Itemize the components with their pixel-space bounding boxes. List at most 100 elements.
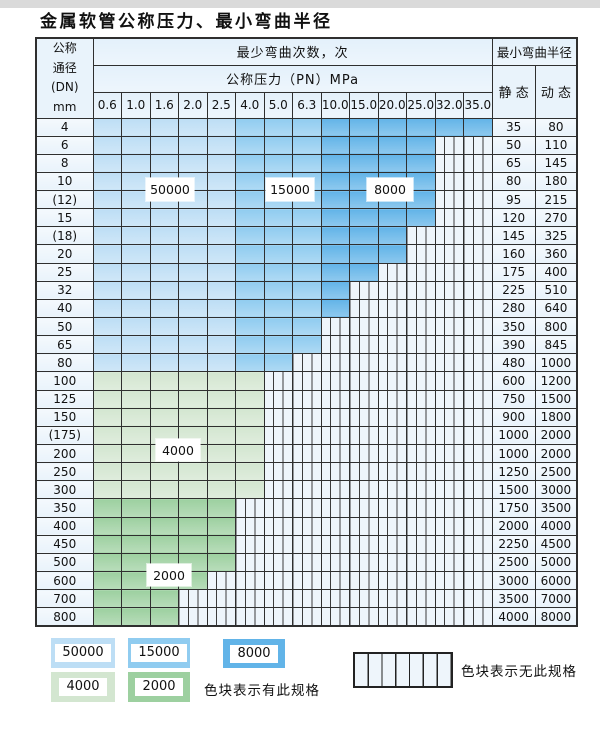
static-radius-cell: 50 xyxy=(491,135,536,155)
spec-cell-unavailable xyxy=(463,444,493,464)
header-row-3: 0.6 1.0 1.6 2.0 2.5 4.0 5.0 6.3 10.0 15.0 20.0 25.0… xyxy=(36,91,577,119)
spec-cell-available xyxy=(349,226,379,246)
dynamic-radius-cell: 8000 xyxy=(534,607,578,627)
dn-cell: 32 xyxy=(35,280,94,300)
spec-cell-unavailable xyxy=(320,498,350,518)
spec-cell-unavailable xyxy=(406,226,436,246)
spec-cell-unavailable xyxy=(377,317,407,337)
dn-cell: 65 xyxy=(35,335,94,355)
spec-cell-available xyxy=(178,298,208,319)
spec-cell-available xyxy=(92,462,122,482)
spec-cell-available xyxy=(149,371,179,391)
spec-cell-unavailable xyxy=(320,589,350,609)
scan-top-strip xyxy=(0,0,600,8)
spec-cell-unavailable xyxy=(292,425,322,446)
spec-cell-available xyxy=(292,317,322,337)
spec-cell-available xyxy=(206,552,236,573)
dn-cell: 40 xyxy=(35,298,94,319)
spec-cell-unavailable xyxy=(434,153,464,173)
spec-cell-available xyxy=(178,317,208,337)
spec-cell-unavailable xyxy=(320,571,350,591)
static-radius-cell: 35 xyxy=(491,117,536,137)
spec-cell-available xyxy=(121,498,151,518)
table-row-dn-40: 40 280 640 xyxy=(35,298,578,319)
spec-cell-unavailable xyxy=(320,389,350,409)
spec-cell-available xyxy=(178,462,208,482)
spec-cell-available xyxy=(149,534,179,554)
spec-cell-available xyxy=(178,480,208,500)
spec-cell-available xyxy=(149,498,179,518)
spec-cell-available xyxy=(92,317,122,337)
spec-cell-unavailable xyxy=(263,462,293,482)
spec-table: 公称 通径 (DN) mm 最少弯曲次数，次 最小弯曲半径 公称压力（PN）MP… xyxy=(35,37,579,627)
spec-cell-unavailable xyxy=(463,262,493,282)
static-radius-cell: 750 xyxy=(491,389,536,409)
dynamic-radius-cell: 110 xyxy=(534,135,578,155)
spec-cell-unavailable xyxy=(406,335,436,355)
dynamic-radius-cell: 2000 xyxy=(534,444,578,464)
spec-cell-unavailable xyxy=(377,607,407,627)
spec-cell-unavailable xyxy=(463,425,493,446)
region-label-4000: 4000 xyxy=(156,439,200,461)
static-radius-cell: 225 xyxy=(491,280,536,300)
spec-cell-unavailable xyxy=(377,262,407,282)
spec-cell-available xyxy=(206,208,236,228)
spec-cell-available xyxy=(121,208,151,228)
spec-cell-unavailable xyxy=(320,335,350,355)
dn-header-line: mm xyxy=(53,99,77,114)
spec-cell-unavailable xyxy=(463,335,493,355)
spec-cell-unavailable xyxy=(377,353,407,373)
table-row-dn-25: 25 175 400 xyxy=(35,262,578,282)
spec-cell-unavailable xyxy=(434,516,464,536)
spec-cell-available xyxy=(235,389,265,409)
dn-header-line: 公称 xyxy=(52,41,77,56)
spec-cell-available xyxy=(263,153,293,173)
legend-has-spec-text: 色块表示有此规格 xyxy=(204,683,320,699)
spec-cell-unavailable xyxy=(320,462,350,482)
spec-cell-available xyxy=(406,135,436,155)
spec-cell-available xyxy=(292,335,322,355)
static-radius-cell: 1500 xyxy=(491,480,536,500)
static-radius-cell: 1000 xyxy=(491,425,536,446)
spec-cell-unavailable xyxy=(406,244,436,264)
spec-cell-available xyxy=(235,444,265,464)
spec-cell-unavailable xyxy=(235,552,265,573)
table-row-dn-800: 800 4000 8000 xyxy=(35,607,578,627)
spec-cell-available xyxy=(149,462,179,482)
spec-cell-available xyxy=(349,244,379,264)
spec-cell-unavailable xyxy=(349,317,379,337)
spec-cell-unavailable xyxy=(406,516,436,536)
spec-cell-unavailable xyxy=(377,389,407,409)
table-row-dn-65: 65 390 845 xyxy=(35,335,578,355)
spec-cell-unavailable xyxy=(263,425,293,446)
bend-cycles-header: 最少弯曲次数，次 xyxy=(92,37,493,66)
header-row-2: 公称压力（PN）MPa 静 态 动 态 xyxy=(36,64,578,119)
spec-cell-available xyxy=(206,117,236,137)
static-radius-cell: 145 xyxy=(491,226,536,246)
dynamic-radius-cell: 4500 xyxy=(534,534,578,554)
spec-cell-available xyxy=(377,226,407,246)
spec-cell-available xyxy=(92,444,122,464)
spec-cell-available xyxy=(121,407,151,427)
spec-cell-unavailable xyxy=(463,480,493,500)
spec-cell-unavailable xyxy=(349,571,379,591)
spec-cell-unavailable xyxy=(406,280,436,300)
spec-cell-unavailable xyxy=(377,280,407,300)
spec-cell-available xyxy=(235,280,265,300)
spec-cell-unavailable xyxy=(463,317,493,337)
spec-cell-available xyxy=(121,153,151,173)
spec-cell-available xyxy=(263,262,293,282)
dynamic-radius-cell: 510 xyxy=(534,280,578,300)
spec-cell-available xyxy=(149,135,179,155)
dn-cell: 700 xyxy=(35,589,94,609)
table-row-dn-6: 6 50 110 xyxy=(35,135,578,155)
spec-cell-available xyxy=(292,280,322,300)
spec-cell-available xyxy=(206,480,236,500)
spec-cell-available xyxy=(121,317,151,337)
dn-cell: (175) xyxy=(35,425,94,446)
table-row-dn-80: 80 480 1000 xyxy=(35,353,578,373)
spec-cell-unavailable xyxy=(406,607,436,627)
table-row-dn-700: 700 3500 7000 xyxy=(35,589,578,609)
spec-cell-available xyxy=(121,335,151,355)
spec-cell-available xyxy=(121,389,151,409)
